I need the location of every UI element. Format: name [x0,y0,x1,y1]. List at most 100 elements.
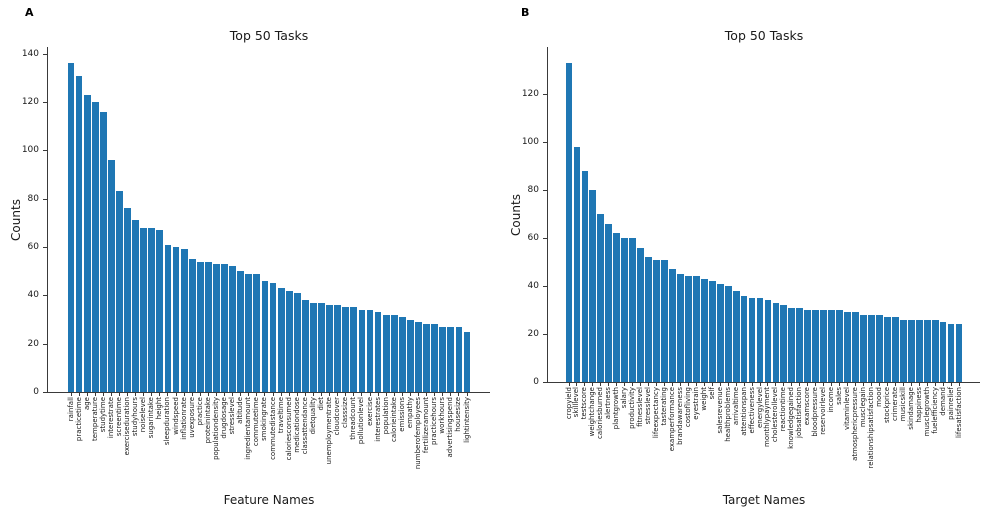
x-tick-mark [735,383,737,386]
x-tick-label: population [381,397,390,435]
x-tick-label: fertilizeramount [422,397,431,454]
bar [277,288,285,392]
x-tick-mark [568,383,570,386]
x-tick-label: practicetime [74,397,83,442]
panel-a-x-axis-label: Feature Names [223,493,315,507]
x-tick-mark [458,393,460,396]
x-tick-mark [791,383,793,386]
x-tick-mark [926,383,928,386]
y-tick-label: 100 [21,145,39,156]
x-tick-label: classsize [341,397,350,428]
x-tick-mark [288,393,290,396]
x-tick-mark [418,393,419,396]
x-tick-label: crimerate [890,387,899,422]
x-tick-mark [426,393,428,396]
x-tick-label: stresslevel [228,397,237,435]
x-tick-mark [775,383,777,386]
x-tick-label: plantgrowth [612,387,621,430]
x-tick-label: drugdosage [220,397,229,439]
y-tick-mark [543,94,547,96]
bar [669,269,676,382]
bar [293,292,301,392]
bar [931,319,939,382]
x-tick-label: fuelefficiency [930,387,939,434]
x-tick-label: musclegain [858,387,867,428]
x-tick-label: workhours [438,397,447,434]
y-tick-mark [43,343,47,345]
x-tick-mark [337,393,339,396]
bar [407,319,414,392]
x-tick-label: numberofemployees [414,397,422,470]
x-tick-label: populationdensity [211,397,220,460]
bar [891,317,899,382]
x-tick-mark [640,383,642,386]
x-tick-mark [296,393,298,396]
x-tick-label: testscore [580,387,589,420]
y-tick-label: 40 [27,290,39,301]
y-tick-mark [43,392,47,393]
x-tick-label: salesrevenue [715,387,724,434]
x-tick-label: temperature [90,397,99,441]
x-tick-label: housesize [454,397,463,432]
x-tick-label: energylevel [755,387,764,429]
x-tick-mark [942,383,944,386]
x-tick-mark [224,393,226,396]
bar [431,324,439,392]
x-axis-spine [547,382,980,383]
bar [180,249,188,392]
bar [748,298,756,382]
x-tick-label: reactiontime [779,387,788,432]
x-tick-label: atmosphericpressure [851,387,860,461]
bar [780,305,788,382]
x-tick-mark [135,393,137,396]
x-tick-mark [215,393,217,396]
x-tick-label: costofliving [683,387,692,428]
x-tick-mark [353,393,355,396]
x-tick-mark [256,393,258,396]
x-tick-mark [664,383,665,386]
x-tick-mark [329,393,331,396]
x-tick-mark [442,393,444,396]
x-tick-label: stockprice [882,387,891,423]
panel-b-x-axis-label: Target Names [722,493,806,507]
bar [907,319,915,382]
bar [899,319,907,382]
bar [923,319,931,382]
x-tick-mark [727,383,729,386]
bar [164,244,172,392]
bar [334,305,342,392]
y-tick-label: 120 [21,97,39,108]
x-tick-mark [434,393,436,396]
x-tick-mark [886,383,888,386]
x-tick-label: caloriesconsumed [284,397,293,461]
y-tick-mark [43,295,47,297]
x-tick-label: mood [874,387,883,407]
x-tick-label: height [155,397,164,420]
x-tick-mark [175,393,177,396]
x-tick-mark [902,383,904,386]
bar [285,290,293,392]
x-tick-label: unemploymentrate [325,397,334,465]
bar [463,331,471,392]
bar [716,283,724,382]
bar [269,283,277,392]
x-tick-mark [576,383,578,386]
bar [637,247,645,382]
bar [804,310,812,382]
panel-b-title: Top 50 Tasks [724,28,804,43]
x-tick-label: interestrates [373,397,382,442]
x-tick-label: relationshipsatisfaction [866,387,875,469]
x-tick-mark [783,383,785,386]
bar [605,223,613,382]
bar [852,312,859,382]
y-tick-mark [43,198,47,200]
bar [915,319,923,382]
x-tick-label: reservoirlevel [819,387,828,435]
x-tick-label: lifesatisfaction [954,387,963,438]
x-tick-mark [385,393,387,396]
bar [613,233,621,382]
x-tick-mark [695,383,697,386]
bar [415,321,422,392]
